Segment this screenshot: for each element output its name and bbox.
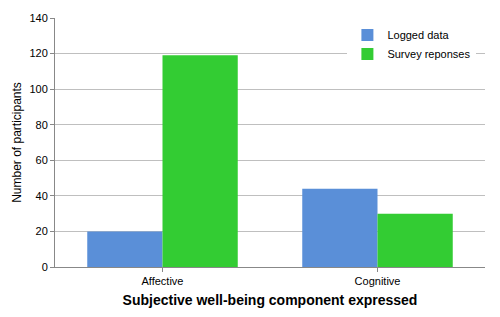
svg-text:Logged data: Logged data <box>387 29 449 41</box>
svg-text:Number of participants: Number of participants <box>10 82 24 203</box>
svg-text:Affective: Affective <box>142 275 184 287</box>
svg-text:80: 80 <box>36 119 48 131</box>
svg-text:Survey reponses: Survey reponses <box>387 48 470 60</box>
svg-text:60: 60 <box>36 154 48 166</box>
svg-text:140: 140 <box>29 12 47 24</box>
svg-text:20: 20 <box>36 225 48 237</box>
svg-text:40: 40 <box>36 190 48 202</box>
svg-text:Cognitive: Cognitive <box>355 275 401 287</box>
svg-text:120: 120 <box>29 47 47 59</box>
svg-text:0: 0 <box>42 261 48 273</box>
svg-text:Subjective well-being componen: Subjective well-being component expresse… <box>123 292 418 308</box>
svg-text:100: 100 <box>29 83 47 95</box>
